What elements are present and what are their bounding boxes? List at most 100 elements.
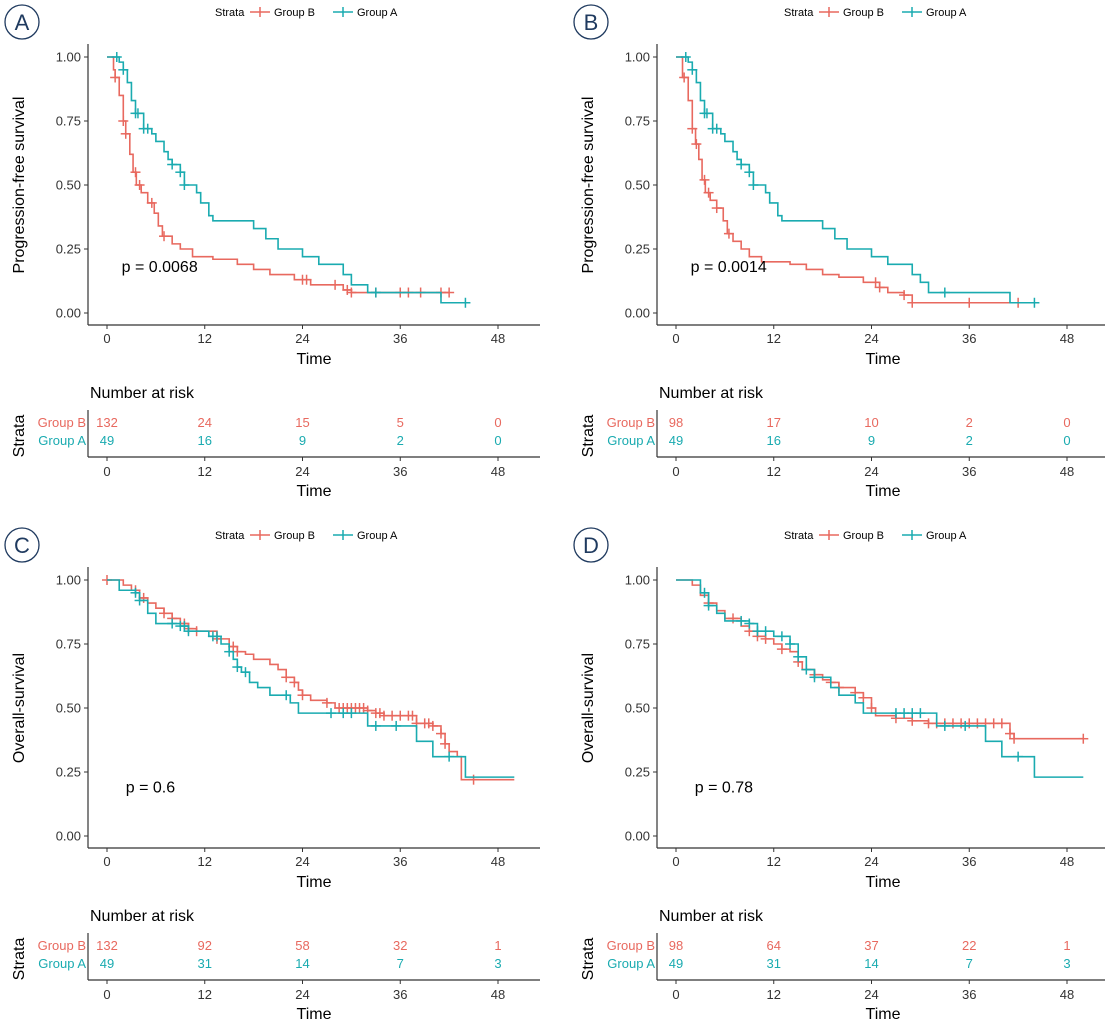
risk-count: 132 — [96, 938, 118, 953]
censor-mark — [110, 72, 121, 83]
y-axis-title: Progression-free survival — [580, 97, 597, 274]
risk-x-tick-label: 0 — [672, 987, 679, 1002]
risk-row-label: Group A — [607, 433, 655, 448]
censor-mark — [874, 282, 885, 293]
censor-mark — [760, 626, 771, 637]
risk-x-tick-label: 12 — [767, 987, 781, 1002]
y-tick-label: 0.50 — [625, 178, 650, 193]
censor-mark — [748, 180, 759, 190]
risk-x-tick-label: 36 — [962, 464, 976, 479]
panel-letter: B — [584, 10, 599, 35]
censor-mark — [460, 297, 471, 308]
censor-mark — [960, 720, 971, 731]
censor-mark — [435, 728, 446, 739]
risk-y-title: Strata — [580, 938, 597, 981]
censor-mark — [330, 279, 341, 290]
censor-mark — [699, 174, 710, 185]
y-tick-label: 0.00 — [625, 829, 650, 844]
panel-letter-circle — [4, 4, 40, 40]
km-curve-group-a — [676, 56, 1035, 304]
censor-mark — [346, 287, 357, 298]
censor-mark — [785, 639, 796, 649]
y-tick-label: 0.50 — [56, 701, 81, 716]
x-tick-label: 12 — [198, 854, 212, 869]
censor-mark — [440, 738, 451, 749]
censor-mark — [391, 720, 402, 731]
legend-entry: Group A — [357, 7, 398, 19]
censor-mark — [232, 662, 243, 673]
risk-count: 14 — [864, 956, 878, 971]
censor-mark — [939, 287, 950, 298]
risk-count: 1 — [494, 938, 501, 953]
risk-count: 49 — [669, 956, 683, 971]
risk-count: 2 — [397, 433, 404, 448]
risk-count: 98 — [669, 415, 683, 430]
censor-mark — [776, 631, 787, 642]
risk-row-label: Group B — [607, 415, 655, 430]
x-tick-label: 12 — [767, 854, 781, 869]
censor-mark — [687, 64, 698, 75]
censor-mark — [703, 600, 714, 611]
risk-count: 15 — [295, 415, 309, 430]
censor-mark — [130, 587, 141, 598]
risk-x-tick-label: 12 — [198, 464, 212, 479]
legend-entry: Group B — [274, 530, 315, 542]
risk-x-tick-label: 24 — [864, 987, 878, 1002]
censor-mark — [793, 651, 804, 662]
censor-mark — [728, 613, 739, 624]
censor-mark — [326, 708, 337, 719]
risk-count: 0 — [494, 415, 501, 430]
risk-count: 37 — [864, 938, 878, 953]
y-tick-label: 1.00 — [56, 50, 81, 65]
censor-mark — [159, 231, 170, 242]
legend-title: Strata — [784, 530, 814, 542]
censor-mark — [679, 72, 690, 83]
x-tick-label: 36 — [393, 854, 407, 869]
risk-x-tick-label: 0 — [103, 464, 110, 479]
censor-mark — [118, 64, 129, 75]
x-tick-label: 0 — [103, 331, 110, 346]
censor-mark — [130, 167, 141, 178]
censor-mark — [711, 203, 722, 214]
censor-mark — [289, 677, 300, 688]
censor-mark — [444, 287, 455, 298]
censor-mark — [179, 621, 190, 632]
y-tick-label: 0.50 — [625, 701, 650, 716]
risk-count: 5 — [397, 415, 404, 430]
panel-letter: D — [583, 533, 599, 558]
censor-mark — [211, 631, 222, 642]
y-tick-label: 0.75 — [56, 637, 81, 652]
censor-mark — [175, 167, 186, 178]
legend-entry: Group B — [843, 530, 884, 542]
x-tick-label: 36 — [962, 331, 976, 346]
risk-count: 3 — [494, 956, 501, 971]
censor-mark — [915, 708, 926, 719]
censor-mark — [1009, 733, 1020, 744]
censor-mark — [1013, 751, 1024, 762]
risk-table-title: Number at risk — [659, 908, 764, 925]
censor-mark — [142, 123, 153, 134]
p-value: p = 0.0068 — [122, 259, 198, 276]
censor-mark — [1078, 733, 1089, 744]
censor-mark — [776, 644, 787, 655]
censor-mark — [407, 710, 418, 721]
y-tick-label: 0.00 — [56, 306, 81, 321]
risk-count: 0 — [1063, 415, 1070, 430]
km-curve-group-a — [107, 56, 466, 304]
risk-count: 31 — [198, 956, 212, 971]
censor-mark — [1029, 297, 1040, 308]
km-curve-group-b — [676, 579, 1084, 740]
risk-x-tick-label: 36 — [393, 987, 407, 1002]
risk-count: 7 — [966, 956, 973, 971]
y-tick-label: 1.00 — [56, 573, 81, 588]
censor-mark — [132, 108, 143, 119]
risk-x-title: Time — [297, 1006, 332, 1022]
panel-letter: C — [14, 533, 30, 558]
risk-table: Number at risk Strata Group B 132 24 15 5 0 Grou… — [11, 385, 540, 500]
y-tick-label: 0.00 — [56, 829, 81, 844]
legend-entry: Group B — [843, 7, 884, 19]
y-tick-label: 0.25 — [56, 242, 81, 257]
censor-mark — [281, 672, 292, 683]
censor-mark — [134, 180, 145, 190]
censor-mark — [167, 618, 178, 629]
